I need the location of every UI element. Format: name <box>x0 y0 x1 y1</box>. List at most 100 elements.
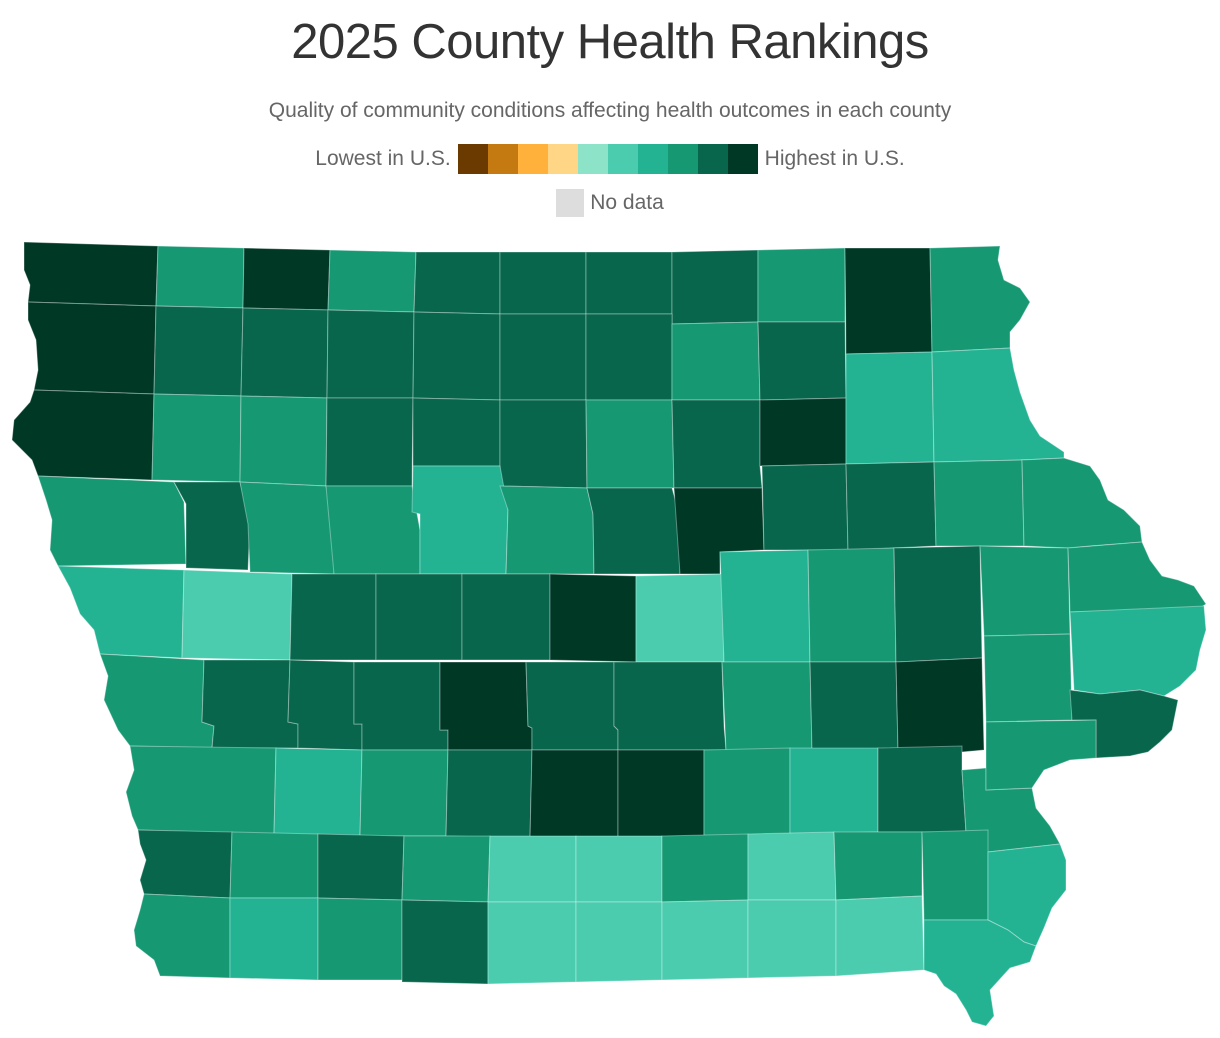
county-53[interactable] <box>893 545 983 663</box>
county-15[interactable] <box>326 309 415 399</box>
no-data-legend: No data <box>0 189 1220 217</box>
county-51[interactable] <box>719 549 811 663</box>
county-37[interactable] <box>499 485 595 575</box>
county-31[interactable] <box>931 347 1065 463</box>
county-80[interactable] <box>137 829 233 899</box>
county-45[interactable] <box>181 569 293 661</box>
county-17[interactable] <box>499 313 587 401</box>
legend-swatch-3 <box>517 144 548 174</box>
county-75[interactable] <box>703 747 791 837</box>
county-98[interactable] <box>747 899 837 979</box>
county-61[interactable] <box>439 661 533 751</box>
county-3[interactable] <box>242 247 331 311</box>
legend-high-label: Highest in U.S. <box>764 147 905 170</box>
county-82[interactable] <box>317 833 405 901</box>
county-1[interactable] <box>23 241 159 307</box>
county-63[interactable] <box>613 661 727 751</box>
county-58[interactable] <box>201 659 299 749</box>
county-13[interactable] <box>153 305 244 397</box>
county-84[interactable] <box>487 835 577 903</box>
county-93[interactable] <box>317 897 403 981</box>
county-57[interactable] <box>99 653 215 749</box>
county-67[interactable] <box>983 633 1073 723</box>
county-94[interactable] <box>401 899 489 985</box>
county-70[interactable] <box>273 747 363 837</box>
county-62[interactable] <box>525 661 619 751</box>
county-54[interactable] <box>979 545 1071 637</box>
county-49[interactable] <box>549 573 637 663</box>
county-4[interactable] <box>327 249 417 313</box>
page-subtitle: Quality of community conditions affectin… <box>268 99 952 122</box>
county-46[interactable] <box>289 573 377 661</box>
county-86[interactable] <box>661 833 749 903</box>
county-22[interactable] <box>151 393 242 483</box>
county-76[interactable] <box>789 747 879 835</box>
county-35[interactable] <box>325 485 421 575</box>
county-5[interactable] <box>413 251 501 315</box>
county-29[interactable] <box>759 397 847 467</box>
county-91[interactable] <box>133 893 231 979</box>
county-47[interactable] <box>375 573 463 661</box>
county-11[interactable] <box>929 245 1031 353</box>
county-73[interactable] <box>529 749 619 839</box>
county-9[interactable] <box>757 247 846 323</box>
county-60[interactable] <box>353 661 449 751</box>
county-38[interactable] <box>586 487 681 575</box>
county-81[interactable] <box>229 831 319 899</box>
county-55[interactable] <box>1067 541 1207 613</box>
county-89[interactable] <box>921 829 989 921</box>
county-27[interactable] <box>585 399 675 489</box>
county-50[interactable] <box>635 573 725 663</box>
county-36[interactable] <box>411 465 509 575</box>
county-79[interactable] <box>985 719 1097 791</box>
county-43[interactable] <box>1021 457 1143 549</box>
county-16[interactable] <box>412 311 501 401</box>
county-44[interactable] <box>57 565 185 659</box>
county-71[interactable] <box>359 749 449 837</box>
county-18[interactable] <box>585 313 673 401</box>
county-99[interactable] <box>835 895 925 977</box>
county-52[interactable] <box>807 547 897 663</box>
county-88[interactable] <box>833 831 923 901</box>
county-56[interactable] <box>1069 605 1207 697</box>
county-97[interactable] <box>661 899 749 981</box>
county-2[interactable] <box>155 245 245 309</box>
county-64[interactable] <box>721 661 813 751</box>
county-85[interactable] <box>575 835 663 903</box>
county-77[interactable] <box>877 745 967 833</box>
county-92[interactable] <box>229 897 319 981</box>
county-100[interactable] <box>923 919 1037 1027</box>
county-10[interactable] <box>844 247 933 355</box>
county-40[interactable] <box>761 463 849 551</box>
county-23[interactable] <box>239 395 328 487</box>
county-59[interactable] <box>287 659 363 751</box>
county-65[interactable] <box>809 661 899 751</box>
county-8[interactable] <box>671 249 759 325</box>
county-74[interactable] <box>617 749 705 839</box>
county-66[interactable] <box>895 657 985 753</box>
county-7[interactable] <box>585 251 673 315</box>
county-19[interactable] <box>671 321 761 401</box>
county-34[interactable] <box>239 481 337 575</box>
county-83[interactable] <box>401 835 491 903</box>
county-48[interactable] <box>461 573 551 661</box>
county-14[interactable] <box>240 307 329 399</box>
county-25[interactable] <box>412 397 501 467</box>
county-12[interactable] <box>27 301 157 395</box>
county-28[interactable] <box>671 399 763 489</box>
county-24[interactable] <box>325 397 414 487</box>
county-20[interactable] <box>757 321 847 401</box>
county-69[interactable] <box>125 745 277 835</box>
county-6[interactable] <box>499 251 587 315</box>
county-72[interactable] <box>445 749 533 839</box>
county-96[interactable] <box>575 901 663 983</box>
county-87[interactable] <box>747 831 837 901</box>
county-21[interactable] <box>11 389 155 481</box>
county-30[interactable] <box>845 351 935 465</box>
county-32[interactable] <box>37 475 187 567</box>
legend-swatch-9 <box>697 144 728 174</box>
county-42[interactable] <box>933 459 1025 547</box>
county-95[interactable] <box>487 901 577 985</box>
county-26[interactable] <box>499 399 588 489</box>
county-41[interactable] <box>845 461 937 551</box>
